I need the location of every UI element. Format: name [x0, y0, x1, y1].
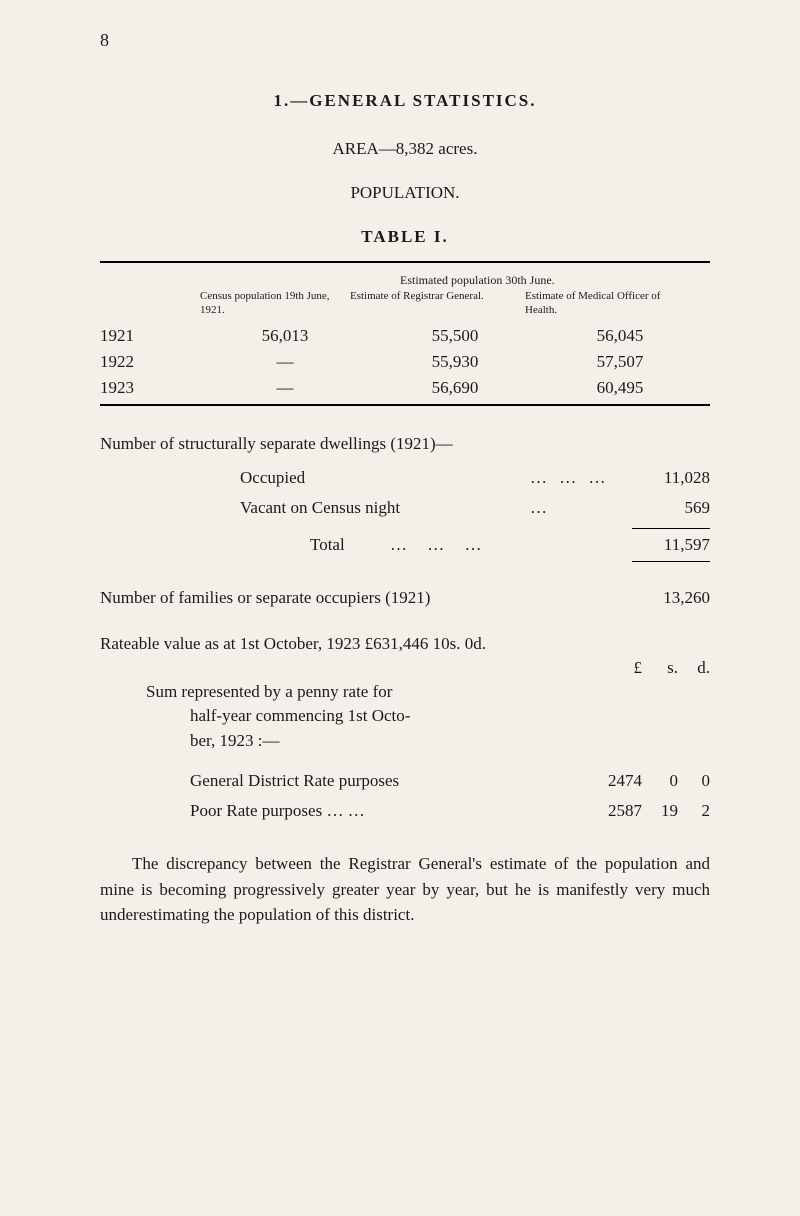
est-pop-header: Estimated population 30th June.: [400, 273, 710, 288]
cell-census: —: [200, 378, 370, 398]
pounds: 2587: [582, 801, 642, 821]
label: Vacant on Census night: [240, 498, 530, 518]
sum-line-1: Sum represented by a penny rate for: [146, 680, 710, 705]
shillings: 19: [642, 801, 678, 821]
rate-row: Poor Rate purposes … … 2587 19 2: [190, 801, 710, 821]
value: 11,028: [630, 468, 710, 488]
cell-registrar: 55,930: [370, 352, 540, 372]
dwellings-vacant: Vacant on Census night … 569: [240, 498, 710, 518]
pounds: 2474: [582, 771, 642, 791]
label: Total: [310, 535, 390, 555]
label: General District Rate purposes: [190, 771, 582, 791]
table-row: 1923 — 56,690 60,495: [100, 378, 710, 398]
cell-census: —: [200, 352, 370, 372]
cell-year: 1923: [100, 378, 200, 398]
col-header-census: Census population 19th June, 1921.: [200, 290, 350, 318]
section-title: 1.—GENERAL STATISTICS.: [100, 91, 710, 111]
table-block: Estimated population 30th June. Census p…: [100, 273, 710, 398]
rate-row: General District Rate purposes 2474 0 0: [190, 771, 710, 791]
cell-census: 56,013: [200, 326, 370, 346]
document-page: 8 1.—GENERAL STATISTICS. AREA—8,382 acre…: [0, 0, 800, 958]
cell-registrar: 56,690: [370, 378, 540, 398]
pence-symbol: d.: [678, 658, 710, 678]
dwellings-occupied: Occupied … … … 11,028: [240, 468, 710, 488]
pence: 2: [678, 801, 710, 821]
label: Number of families or separate occupiers…: [100, 588, 630, 608]
pence: 0: [678, 771, 710, 791]
value: 13,260: [630, 588, 710, 608]
col-header-medical: Estimate of Medical Officer of Health.: [525, 290, 690, 318]
col-header-registrar: Estimate of Registrar General.: [350, 290, 525, 318]
dots: … … …: [390, 535, 630, 555]
cell-medical: 60,495: [540, 378, 700, 398]
cell-registrar: 55,500: [370, 326, 540, 346]
population-heading: POPULATION.: [100, 183, 710, 203]
dwellings-total: Total … … … 11,597: [310, 535, 710, 555]
table-row: 1922 — 55,930 57,507: [100, 352, 710, 372]
value: 11,597: [630, 535, 710, 555]
value: 569: [630, 498, 710, 518]
page-number: 8: [100, 30, 710, 51]
table-heading: TABLE I.: [100, 227, 710, 247]
pound-symbol: £: [582, 658, 642, 678]
sum-block: Sum represented by a penny rate for half…: [100, 680, 710, 754]
dwellings-title: Number of structurally separate dwelling…: [100, 434, 710, 454]
cell-year: 1921: [100, 326, 200, 346]
cell-year: 1922: [100, 352, 200, 372]
paragraph: The discrepancy between the Registrar Ge…: [100, 851, 710, 928]
rateable-line: Rateable value as at 1st October, 1923 £…: [100, 634, 710, 654]
sum-line-2: half-year commencing 1st Octo-: [190, 704, 710, 729]
label: Poor Rate purposes … …: [190, 801, 582, 821]
table-row: 1921 56,013 55,500 56,045: [100, 326, 710, 346]
mini-rule: [632, 561, 710, 562]
rule-bottom: [100, 404, 710, 406]
area-line: AREA—8,382 acres.: [100, 139, 710, 159]
column-headers: Census population 19th June, 1921. Estim…: [100, 290, 710, 318]
shilling-symbol: s.: [642, 658, 678, 678]
dots: … … …: [530, 468, 630, 488]
label: Occupied: [240, 468, 530, 488]
rule-top: [100, 261, 710, 263]
dots: …: [530, 498, 630, 518]
dwellings-block: Number of structurally separate dwelling…: [100, 434, 710, 562]
mini-rule: [632, 528, 710, 529]
lsd-header: £ s. d.: [100, 658, 710, 678]
sum-line-3: ber, 1923 :—: [190, 729, 710, 754]
cell-medical: 56,045: [540, 326, 700, 346]
cell-medical: 57,507: [540, 352, 700, 372]
shillings: 0: [642, 771, 678, 791]
families-line: Number of families or separate occupiers…: [100, 588, 710, 608]
